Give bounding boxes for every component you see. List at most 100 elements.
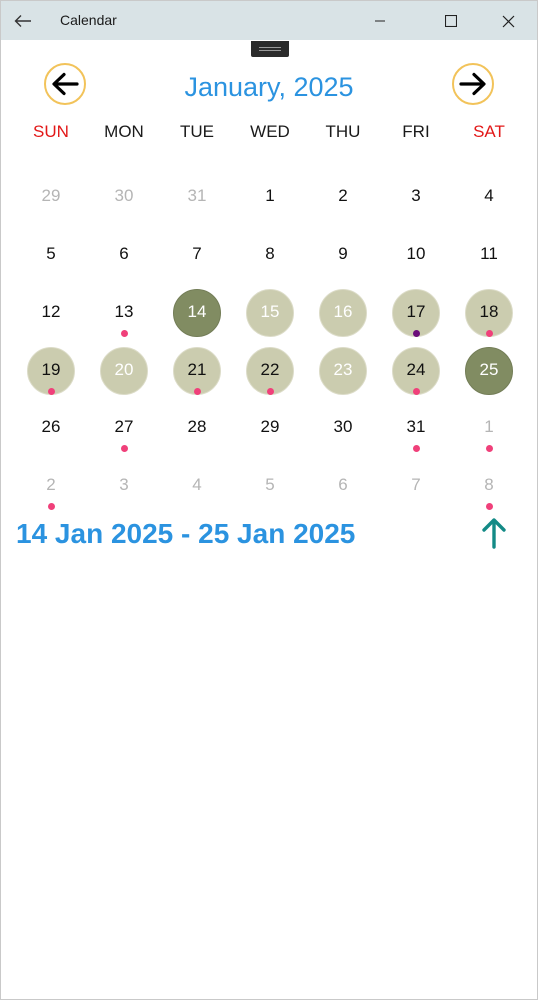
day-number: 21 — [187, 360, 207, 379]
day-number: 8 — [484, 475, 494, 494]
day-cell[interactable]: 8 — [453, 463, 525, 521]
weekday-label: TUE — [180, 122, 214, 141]
day-cell[interactable]: 4 — [161, 463, 233, 521]
day-cell[interactable]: 21 — [161, 347, 233, 406]
day-cell[interactable]: 11 — [453, 232, 525, 290]
weekday-label: SAT — [473, 122, 505, 141]
day-cell[interactable]: 28 — [161, 405, 233, 463]
day-cell[interactable]: 6 — [307, 463, 379, 521]
range-highlight — [319, 289, 367, 337]
day-cell[interactable]: 1 — [234, 174, 306, 232]
close-button[interactable] — [488, 7, 528, 35]
weekday-label: MON — [104, 122, 144, 141]
minimize-button[interactable] — [360, 7, 400, 35]
day-cell[interactable]: 4 — [453, 174, 525, 232]
weekday-label: FRI — [402, 122, 430, 141]
day-number: 25 — [479, 360, 499, 379]
day-number: 18 — [479, 302, 499, 321]
day-number: 11 — [480, 244, 498, 263]
day-cell[interactable]: 7 — [161, 232, 233, 290]
day-number: 10 — [406, 244, 426, 263]
day-number: 23 — [333, 360, 353, 379]
day-number: 6 — [338, 475, 348, 494]
day-number: 5 — [46, 244, 56, 263]
day-number: 4 — [484, 186, 494, 205]
day-cell[interactable]: 3 — [380, 174, 452, 232]
event-dot — [413, 445, 420, 452]
day-cell[interactable]: 2 — [15, 463, 87, 521]
day-cell[interactable]: 31 — [161, 174, 233, 232]
day-number: 31 — [406, 417, 426, 436]
minimize-icon — [375, 20, 385, 22]
day-cell[interactable]: 25 — [453, 347, 525, 406]
range-highlight — [27, 347, 75, 395]
range-endpoint-highlight — [465, 347, 513, 395]
day-cell[interactable]: 22 — [234, 347, 306, 406]
event-dot — [267, 388, 274, 395]
maximize-icon — [445, 15, 457, 27]
arrow-left-icon — [52, 72, 79, 96]
weekday-label: SUN — [33, 122, 69, 141]
day-cell[interactable]: 29 — [15, 174, 87, 232]
day-number: 1 — [484, 417, 494, 436]
weekday-label: WED — [250, 122, 290, 141]
next-month-button[interactable] — [452, 63, 494, 105]
day-number: 14 — [187, 302, 207, 321]
day-cell[interactable]: 30 — [307, 405, 379, 463]
day-cell[interactable]: 3 — [88, 463, 160, 521]
day-cell[interactable]: 14 — [161, 289, 233, 348]
day-number: 2 — [338, 186, 348, 205]
day-cell[interactable]: 27 — [88, 405, 160, 463]
day-number: 5 — [265, 475, 275, 494]
close-icon — [502, 15, 514, 27]
back-button[interactable] — [9, 7, 37, 35]
day-number: 7 — [411, 475, 421, 494]
scroll-up-button[interactable] — [477, 516, 511, 550]
day-number: 29 — [41, 186, 61, 205]
day-cell[interactable]: 6 — [88, 232, 160, 290]
day-cell[interactable]: 16 — [307, 289, 379, 348]
day-cell[interactable]: 29 — [234, 405, 306, 463]
title-bar: Calendar — [1, 1, 537, 40]
day-number: 31 — [187, 186, 207, 205]
maximize-button[interactable] — [431, 7, 471, 35]
day-cell[interactable]: 9 — [307, 232, 379, 290]
day-number: 28 — [187, 417, 207, 436]
event-dot — [486, 330, 493, 337]
event-dot — [413, 388, 420, 395]
range-highlight — [319, 347, 367, 395]
day-cell[interactable]: 30 — [88, 174, 160, 232]
day-cell[interactable]: 5 — [15, 232, 87, 290]
event-dot — [413, 330, 420, 337]
event-dot — [48, 388, 55, 395]
day-cell[interactable]: 12 — [15, 290, 87, 348]
day-number: 22 — [260, 360, 280, 379]
day-cell[interactable]: 10 — [380, 232, 452, 290]
range-highlight — [100, 347, 148, 395]
day-cell[interactable]: 19 — [15, 347, 87, 406]
drag-handle[interactable] — [251, 41, 289, 57]
day-cell[interactable]: 8 — [234, 232, 306, 290]
day-cell[interactable]: 13 — [88, 290, 160, 348]
event-dot — [486, 445, 493, 452]
day-cell[interactable]: 5 — [234, 463, 306, 521]
day-cell[interactable]: 24 — [380, 347, 452, 406]
day-cell[interactable]: 18 — [453, 289, 525, 348]
day-number: 13 — [114, 302, 134, 321]
day-cell[interactable]: 1 — [453, 405, 525, 463]
day-cell[interactable]: 15 — [234, 289, 306, 348]
day-cell[interactable]: 2 — [307, 174, 379, 232]
day-number: 4 — [192, 475, 202, 494]
day-cell[interactable]: 31 — [380, 405, 452, 463]
day-cell[interactable]: 23 — [307, 347, 379, 406]
event-dot — [194, 388, 201, 395]
day-cell[interactable]: 26 — [15, 405, 87, 463]
day-cell[interactable]: 7 — [380, 463, 452, 521]
event-dot — [48, 503, 55, 510]
day-cell[interactable]: 17 — [380, 289, 452, 348]
day-cell[interactable]: 20 — [88, 347, 160, 406]
prev-month-button[interactable] — [44, 63, 86, 105]
day-number: 15 — [260, 302, 280, 321]
day-number: 9 — [338, 244, 348, 263]
